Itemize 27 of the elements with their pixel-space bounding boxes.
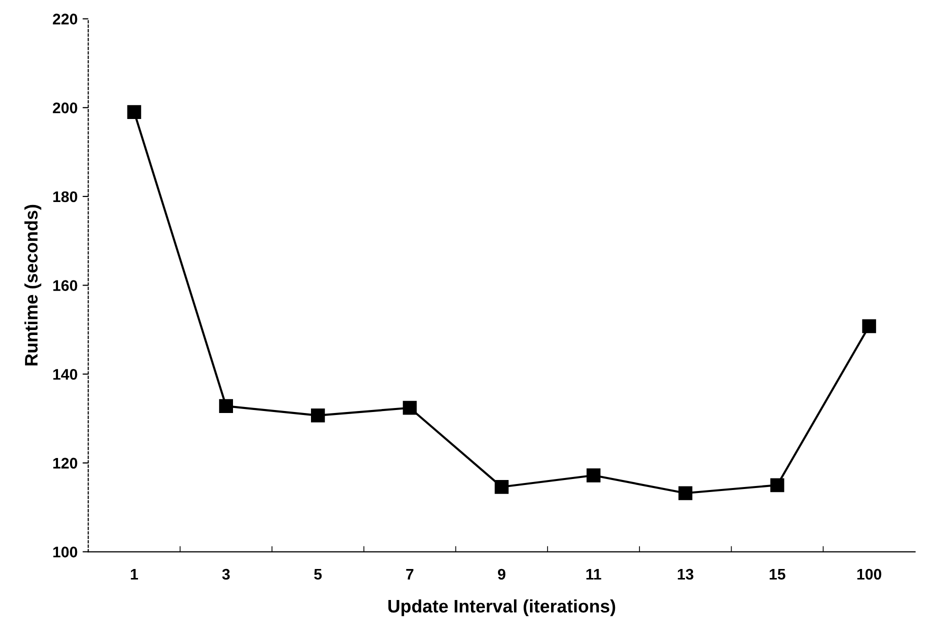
x-tick-label: 7 bbox=[406, 568, 414, 580]
y-tick-label: 140 bbox=[53, 368, 78, 380]
x-tick-label: 5 bbox=[314, 568, 322, 580]
point bbox=[402, 400, 417, 415]
x-tick-label: 3 bbox=[222, 568, 230, 580]
point bbox=[770, 478, 784, 492]
x-tick-label: 11 bbox=[586, 568, 602, 580]
y-tick-label: 100 bbox=[53, 546, 78, 558]
point bbox=[219, 399, 233, 414]
x-tick-label: 1 bbox=[130, 568, 138, 580]
y-tick-label: 180 bbox=[53, 191, 78, 202]
y-tick-label: 200 bbox=[52, 102, 78, 114]
x-tick-label: 15 bbox=[770, 568, 786, 580]
x-tick-label: 100 bbox=[857, 568, 882, 580]
point bbox=[310, 408, 325, 422]
point bbox=[862, 319, 876, 334]
y-tick-label: 220 bbox=[52, 14, 78, 24]
x-tick-label: 9 bbox=[498, 568, 506, 580]
y-tick-label: 120 bbox=[53, 458, 78, 469]
y-axis-title: Runtime (seconds) bbox=[24, 204, 42, 366]
point bbox=[678, 486, 692, 500]
x-axis-title: Update Interval (iterations) bbox=[388, 599, 616, 616]
point bbox=[127, 105, 142, 120]
point bbox=[494, 480, 509, 494]
point bbox=[586, 468, 600, 482]
y-tick-label: 160 bbox=[53, 280, 78, 291]
x-tick-label: 13 bbox=[678, 568, 694, 580]
